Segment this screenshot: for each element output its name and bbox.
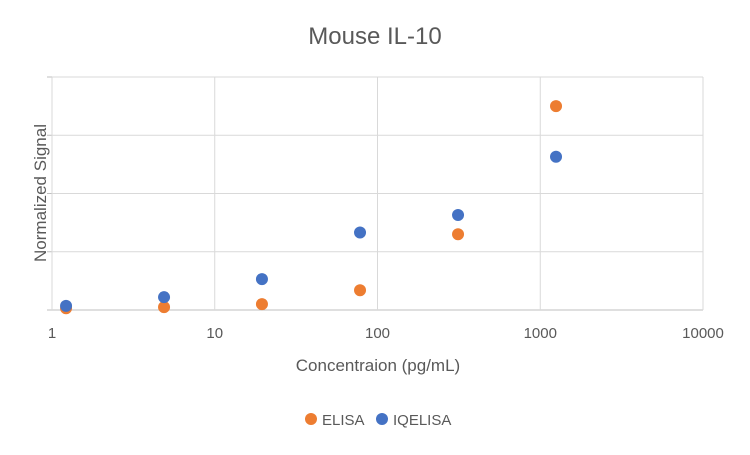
grid-lines — [47, 76, 704, 311]
x-axis-label: Concentraion (pg/mL) — [296, 356, 460, 375]
point-iqelisa — [550, 150, 563, 163]
legend-item-elisa[interactable]: ELISA — [305, 412, 365, 429]
x-tick-label: 100 — [365, 325, 390, 342]
point-elisa — [452, 228, 465, 241]
legend: ELISA IQELISA — [305, 412, 451, 429]
x-tick-label: 1000 — [524, 325, 557, 342]
point-iqelisa — [452, 209, 465, 222]
point-elisa — [158, 301, 171, 314]
legend-marker-iqelisa — [376, 413, 388, 425]
legend-item-iqelisa[interactable]: IQELISA — [376, 412, 451, 429]
legend-marker-elisa — [305, 413, 317, 425]
point-iqelisa — [255, 273, 268, 286]
chart-title: Mouse IL-10 — [308, 23, 441, 50]
y-axis-label: Normalized Signal — [31, 124, 50, 262]
point-elisa — [550, 100, 563, 113]
x-tick-label: 1 — [48, 325, 56, 342]
x-tick-label: 10000 — [682, 325, 724, 342]
point-elisa — [354, 284, 367, 297]
legend-label-elisa: ELISA — [322, 412, 365, 429]
point-iqelisa — [158, 291, 171, 304]
tick-labels: 1 10 100 1000 10000 — [48, 325, 724, 342]
point-iqelisa — [60, 299, 73, 312]
legend-label-iqelisa: IQELISA — [393, 412, 451, 429]
point-elisa — [255, 298, 268, 311]
data-points — [60, 100, 563, 315]
point-iqelisa — [354, 226, 367, 239]
x-tick-label: 10 — [206, 325, 223, 342]
